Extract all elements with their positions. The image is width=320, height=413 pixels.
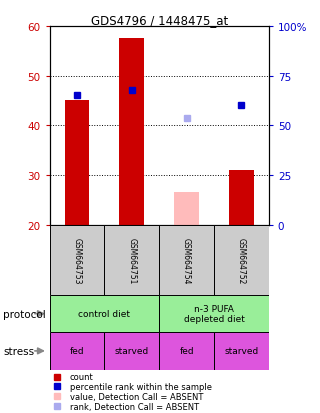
Text: n-3 PUFA
depleted diet: n-3 PUFA depleted diet [184, 304, 244, 323]
Bar [50, 332, 104, 370]
Bar [104, 225, 159, 295]
Text: GSM664754: GSM664754 [182, 237, 191, 283]
Bar [229, 171, 254, 225]
Text: GSM664751: GSM664751 [127, 237, 136, 283]
Bar [174, 193, 199, 225]
Text: starved: starved [224, 347, 259, 356]
Bar [159, 332, 214, 370]
Bar [159, 225, 214, 295]
Text: fed: fed [179, 347, 194, 356]
Text: value, Detection Call = ABSENT: value, Detection Call = ABSENT [70, 392, 203, 401]
Text: percentile rank within the sample: percentile rank within the sample [70, 382, 212, 391]
Bar [119, 39, 144, 225]
Text: fed: fed [70, 347, 84, 356]
Bar [50, 295, 159, 332]
Text: GSM664752: GSM664752 [237, 237, 246, 283]
Text: starved: starved [115, 347, 149, 356]
Bar [50, 225, 104, 295]
Bar [214, 332, 269, 370]
Text: control diet: control diet [78, 309, 131, 318]
Bar [214, 225, 269, 295]
Text: stress: stress [3, 346, 34, 356]
Text: protocol: protocol [3, 309, 46, 319]
Text: GDS4796 / 1448475_at: GDS4796 / 1448475_at [92, 14, 228, 27]
Text: GSM664753: GSM664753 [73, 237, 82, 283]
Bar [104, 332, 159, 370]
Bar [159, 295, 269, 332]
Text: count: count [70, 372, 93, 381]
Bar [65, 101, 89, 225]
Text: rank, Detection Call = ABSENT: rank, Detection Call = ABSENT [70, 401, 199, 411]
